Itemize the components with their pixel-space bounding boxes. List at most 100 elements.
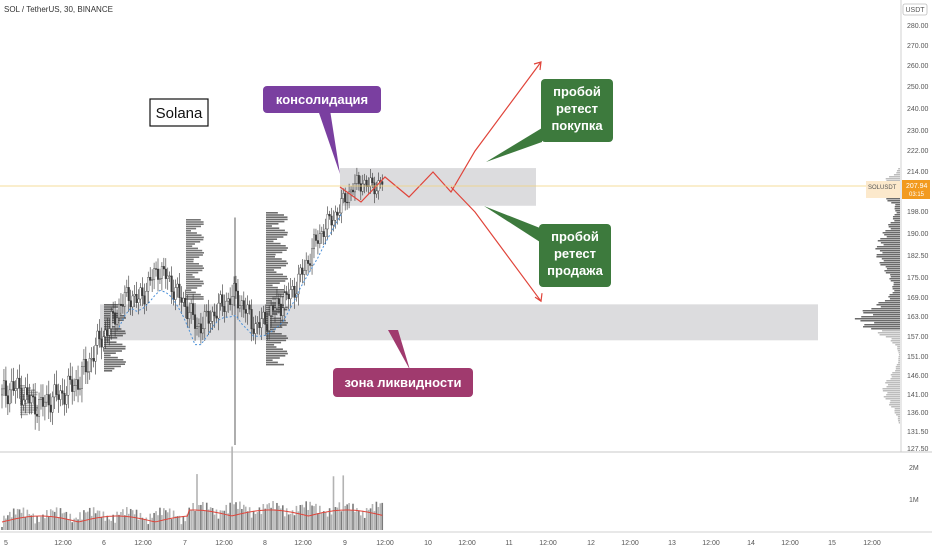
right-profile-bar (896, 170, 900, 172)
liquidity-zone (100, 304, 818, 341)
volume-bar (98, 510, 101, 530)
volume-bar (151, 517, 153, 530)
profile-bar (266, 344, 275, 346)
candle-body (153, 268, 156, 280)
candle-body (155, 268, 158, 270)
volume-bar (18, 509, 21, 530)
candles-layer (1, 167, 384, 445)
volume-bar (100, 516, 103, 530)
time-tick-label: 12 (587, 540, 595, 547)
right-profile-bar (880, 264, 900, 266)
candle-body (116, 317, 119, 325)
zones-layer (100, 168, 818, 341)
right-profile-bar (894, 220, 900, 222)
right-profile-bar (880, 242, 900, 244)
liquidity-pointer (388, 330, 410, 370)
right-profile-bar (890, 400, 900, 402)
price-axis-ticks: 280.00 270.00 260.00 250.00 240.00 230.00 222.… (907, 23, 929, 453)
volume-bar (293, 515, 296, 530)
right-profile-bar (889, 294, 900, 296)
profile-bar (186, 243, 195, 245)
candle-body (381, 181, 384, 185)
candle-body (289, 289, 292, 300)
volume-bar (85, 512, 87, 530)
candle-body (244, 309, 247, 314)
price-tag (902, 180, 930, 199)
right-profile-bar (862, 310, 900, 312)
candle-body (55, 384, 58, 395)
price-tick-label: 260.00 (907, 63, 929, 70)
candle-body (209, 321, 212, 324)
right-profile-bar (890, 374, 900, 376)
right-profile-bar (892, 216, 900, 218)
candle-body (121, 305, 124, 307)
volume-bar (131, 510, 134, 530)
profile-bar (266, 286, 278, 289)
right-profile-bar (880, 238, 900, 240)
time-tick-label: 12:00 (781, 540, 799, 547)
time-tick-label: 12:00 (215, 540, 233, 547)
right-profile-bar (873, 314, 900, 316)
candle-body (137, 298, 140, 303)
candle-body (234, 283, 237, 292)
right-profile-bar (890, 274, 900, 276)
candle-body (26, 387, 29, 396)
volume-bar (280, 508, 282, 530)
right-profile-bar (897, 348, 900, 350)
volume-bar (28, 514, 31, 530)
profile-bar (186, 291, 196, 294)
profile-bar (186, 260, 194, 263)
right-profile-bar (885, 272, 900, 274)
profile-bar (104, 348, 126, 350)
consolidation-label-box (263, 86, 381, 113)
profile-bar (266, 269, 275, 271)
volume-bar (358, 510, 360, 530)
right-profile-bar (885, 266, 900, 268)
volume-bar (258, 507, 261, 530)
volume-bar (69, 513, 72, 530)
price-tick-label: 127.50 (907, 446, 929, 453)
volume-bar (356, 508, 358, 530)
candle-body (168, 275, 171, 277)
candle-body (57, 394, 60, 400)
time-tick-label: 10 (424, 540, 432, 547)
volume-bar (143, 519, 146, 530)
right-profile-bar (898, 360, 900, 362)
volume-bar (239, 501, 241, 530)
candle-body (203, 311, 206, 329)
candle-body (199, 323, 202, 334)
volume-bar (377, 507, 380, 530)
volume-bar (254, 513, 257, 530)
profile-bar (186, 241, 201, 243)
profile-bar (186, 227, 197, 230)
profile-bar (186, 234, 202, 236)
price-tick-label: 270.00 (907, 43, 929, 50)
right-profile-bar (888, 296, 900, 298)
candle-body (119, 303, 122, 306)
volume-bar (231, 446, 233, 530)
volume-bar (266, 504, 268, 530)
candle-body (268, 315, 271, 331)
currency-button[interactable] (902, 3, 928, 16)
candle-body (316, 240, 319, 244)
candle-body (223, 306, 226, 312)
volume-bar (311, 505, 313, 530)
volume-bar (299, 505, 302, 530)
volume-bar (204, 510, 206, 530)
profile-bar (266, 363, 284, 366)
candle-body (365, 179, 368, 187)
profile-bar (186, 230, 191, 232)
time-tick-label: 12:00 (863, 540, 881, 547)
candle-body (51, 396, 54, 413)
profile-bar (266, 322, 288, 324)
right-profile-bar (884, 300, 900, 302)
profile-bar (266, 275, 288, 278)
time-tick-label: 6 (102, 540, 106, 547)
volume-bar (168, 508, 171, 530)
right-profile-bar (891, 202, 900, 204)
right-profile-bar (896, 364, 900, 366)
candle-body (80, 366, 83, 389)
volume-bar (71, 522, 73, 530)
